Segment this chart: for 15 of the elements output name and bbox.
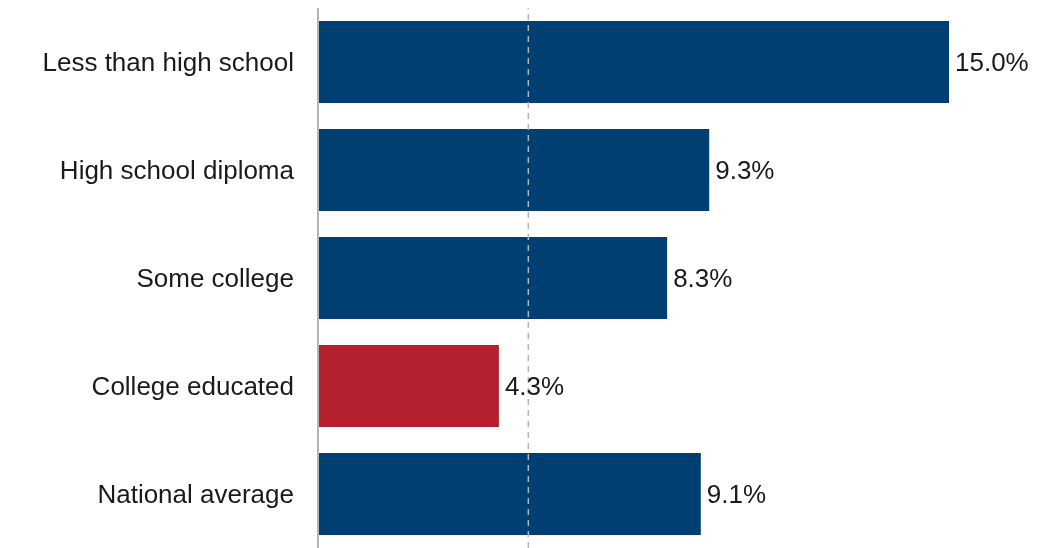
y-tick-label: High school diploma xyxy=(59,155,295,186)
data-label: 15.0% xyxy=(955,47,1029,78)
data-label: 9.1% xyxy=(706,479,767,510)
bar xyxy=(318,345,499,427)
bar xyxy=(318,21,949,103)
y-tick-label: Less than high school xyxy=(42,47,294,78)
data-label: 4.3% xyxy=(504,371,565,402)
bar xyxy=(318,237,668,319)
y-tick-label: Some college xyxy=(136,263,294,294)
data-label: 8.3% xyxy=(673,263,733,294)
data-label: 9.3% xyxy=(715,155,775,186)
bar xyxy=(318,129,710,211)
y-tick-label: College educated xyxy=(91,371,294,402)
bar xyxy=(318,453,701,535)
y-tick-label: National average xyxy=(97,479,294,510)
